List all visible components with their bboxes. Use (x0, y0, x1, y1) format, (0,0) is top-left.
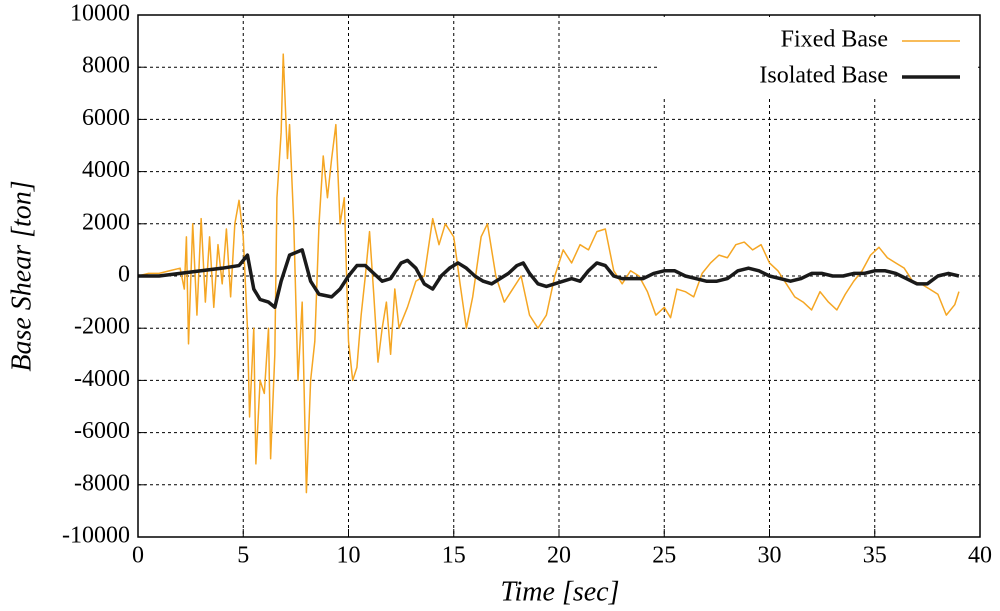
x-tick-label: 5 (237, 543, 249, 569)
x-tick-label: 20 (547, 543, 571, 569)
x-tick-label: 40 (968, 543, 992, 569)
data-line (138, 248, 960, 310)
y-tick-label: -2000 (74, 314, 130, 340)
y-tick-label: 4000 (82, 157, 130, 183)
y-tick-label: -8000 (74, 470, 130, 496)
y-tick-label: 8000 (82, 53, 130, 79)
legend: Fixed Base Isolated Base (658, 17, 978, 99)
plot-frame (137, 14, 981, 538)
x-tick-label: 10 (337, 543, 361, 569)
legend-box (658, 17, 978, 99)
y-tick-label: -10000 (62, 523, 130, 549)
y-tick-label: -6000 (74, 418, 130, 444)
y-tick-label: 10000 (70, 1, 130, 27)
y-tick-label: 6000 (82, 105, 130, 131)
x-tick-label: 25 (652, 543, 676, 569)
y-tick-label: -4000 (74, 366, 130, 392)
y-tick-label: 0 (118, 262, 130, 288)
y-tick-label: 2000 (82, 209, 130, 235)
x-tick-label: 15 (442, 543, 466, 569)
x-tick-label: 35 (863, 543, 887, 569)
data-line (137, 53, 960, 494)
x-tick-label: 0 (132, 543, 144, 569)
x-tick-label: 30 (758, 543, 782, 569)
y-axis-label: Base Shear [ton] (6, 180, 37, 371)
legend-label: Isolated Base (759, 63, 888, 89)
legend-label: Fixed Base (781, 27, 888, 53)
x-axis-label: Time [sec] (501, 576, 620, 607)
